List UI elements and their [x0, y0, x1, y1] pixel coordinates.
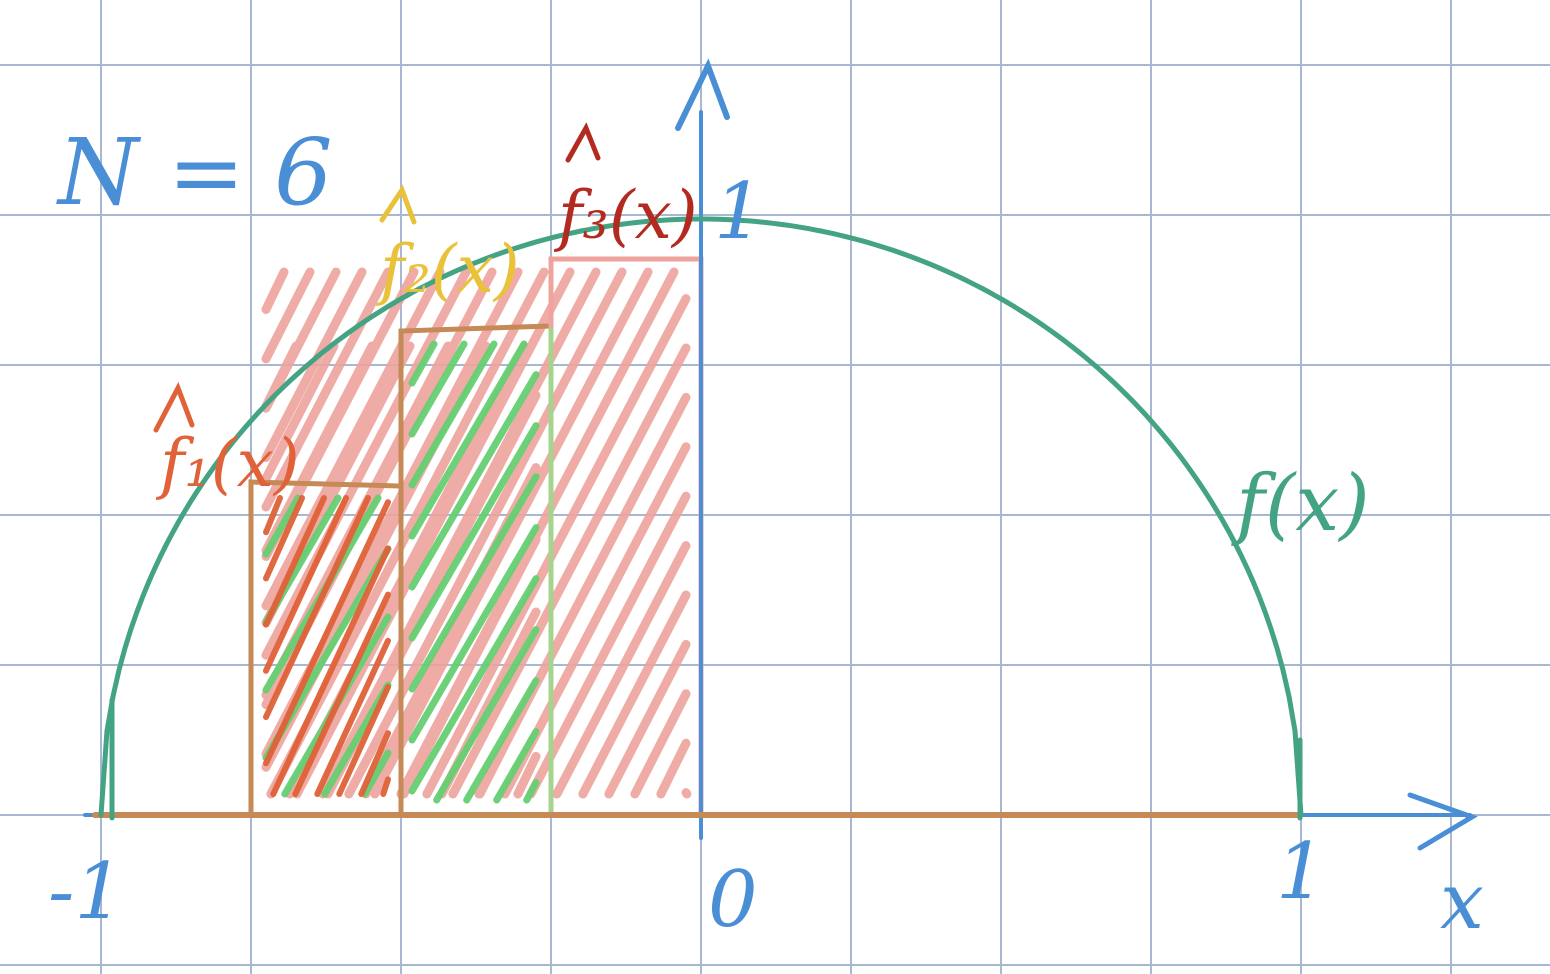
hatch-stroke-pink [261, 267, 393, 512]
hatch-stroke-orange [336, 684, 391, 797]
hatch-stroke-green [262, 494, 302, 558]
hatch-stroke-pink [261, 267, 471, 660]
hatch-stroke-green [408, 340, 498, 489]
hatch-stroke-green [433, 626, 540, 804]
hatch-stroke-orange [263, 495, 305, 582]
x-axis-label: x [1440, 857, 1484, 947]
hatch-stroke-green [361, 749, 392, 798]
hatch-stroke-pink [448, 343, 691, 799]
hatch-stroke-green [408, 575, 540, 795]
hatch-stroke-orange [263, 495, 283, 536]
y-tick-label-one: 1 [714, 167, 764, 257]
tick-label-minus-one: -1 [48, 847, 124, 937]
hat-icon-2 [379, 184, 417, 225]
hatch-stroke-orange [358, 730, 391, 797]
hatch-stroke-green [493, 728, 540, 804]
hatch-stroke-green [408, 340, 468, 438]
hatch-stroke-orange [263, 495, 327, 628]
approximation-label-1: f₁(x) [155, 425, 300, 502]
hatch-stroke-green [408, 473, 540, 693]
hatch-stroke-pink [344, 267, 627, 799]
hatch-stroke-pink [681, 788, 692, 799]
hatch-stroke-green [408, 422, 540, 642]
hatch-stroke-pink [261, 341, 339, 483]
hatch-stroke-green [408, 524, 540, 744]
step-f2-outline [398, 323, 554, 489]
tick-label-zero: 0 [708, 855, 758, 945]
hatch-stroke-orange [292, 591, 391, 797]
hatch-stroke-pink [261, 267, 445, 611]
hatch-stroke-green [523, 779, 540, 804]
hatch-stroke-pink [261, 267, 289, 314]
hatch-stroke-orange [263, 499, 391, 767]
hatch-stroke-pink [292, 267, 575, 799]
hatch-stroke-pink [656, 738, 691, 799]
function-curve [98, 216, 1304, 818]
hatch-stroke-pink [261, 267, 367, 463]
step-f3-outline [548, 256, 704, 818]
hatch-stroke-orange [263, 495, 349, 674]
hatch-stroke-orange [380, 776, 391, 797]
hat-icon-3 [565, 122, 601, 163]
y-axis-arrow-icon [675, 58, 730, 131]
hatch-stroke-pink [630, 689, 691, 799]
hatch-stroke-pink [399, 535, 541, 799]
hatch-stroke-green [408, 371, 540, 591]
step-f1-outline [248, 479, 404, 818]
hatch-stroke-pink [261, 267, 315, 364]
hatch-stroke-green [463, 677, 540, 804]
hatch-stroke-orange [263, 495, 371, 720]
function-label: f(x) [1231, 459, 1370, 549]
x-axis-arrow-icon [1407, 792, 1478, 851]
hatch-stroke-pink [552, 541, 691, 799]
hatch-stroke-orange [270, 545, 391, 797]
hat-icon-1 [153, 381, 195, 433]
hatch-stroke-pink [604, 639, 691, 799]
hatch-stroke-pink [370, 267, 653, 799]
axes [83, 58, 1478, 851]
hatch-stroke-pink [526, 491, 691, 799]
approximation-label-3: f₃(x) [553, 177, 698, 254]
hatch-stroke-pink [422, 294, 691, 799]
tick-label-one: 1 [1276, 827, 1326, 917]
hatch-stroke-green [408, 340, 528, 540]
hatch-stroke-orange [314, 637, 391, 797]
hatch-stroke-pink [513, 751, 541, 799]
approximation-label-2: f₂(x) [375, 231, 520, 308]
hatch-stroke-pink [578, 590, 691, 799]
hatch-fill-first-interval [263, 495, 391, 797]
hatch-stroke-green [408, 340, 438, 387]
hatch-fill-third-interval [261, 267, 692, 799]
n-label: N = 6 [56, 119, 333, 226]
